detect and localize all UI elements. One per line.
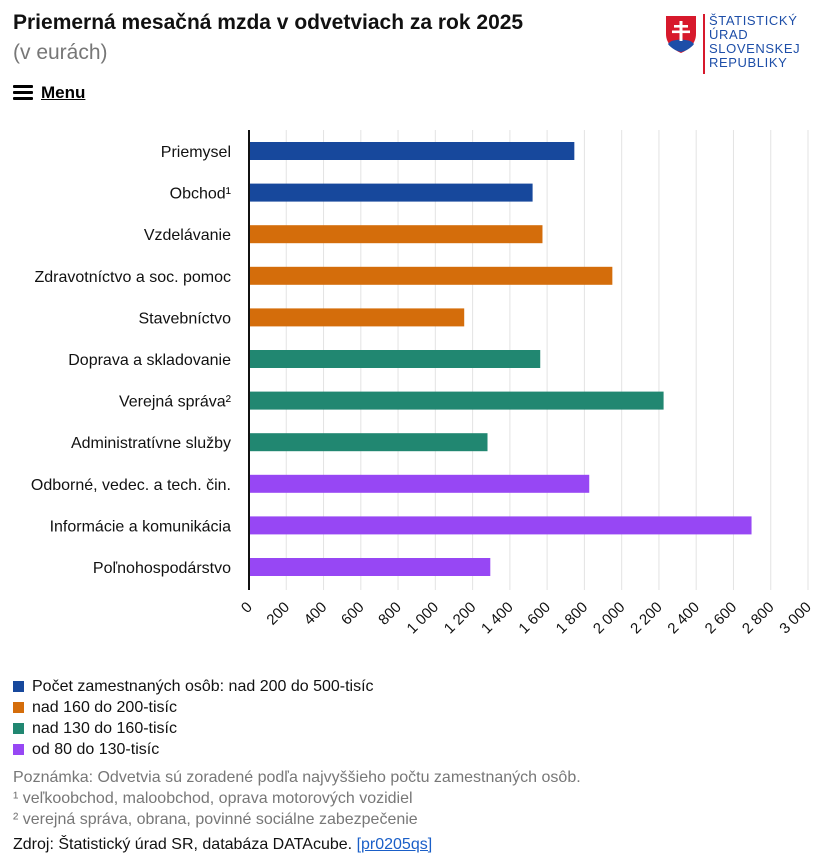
coat-of-arms-icon [666,16,696,53]
x-tick-label: 1 800 [553,599,592,638]
bar[interactable] [249,558,491,576]
x-tick-label: 2 200 [627,599,666,638]
legend-item: nad 160 do 200-tisíc [13,697,374,718]
y-category-label: Poľnohospodárstvo [93,560,231,577]
x-tick-label: 2 800 [739,599,778,638]
source-link[interactable]: [pr0205qs] [356,836,433,853]
footnote-2: ² verejná správa, obrana, povinné sociál… [13,811,418,828]
legend-label: od 80 do 130-tisíc [32,740,160,758]
hamburger-icon [13,85,33,101]
y-category-label: Obchod¹ [170,186,231,203]
y-category-label: Zdravotníctvo a soc. pomoc [34,269,231,286]
source-line: Zdroj: Štatistický úrad SR, databáza DAT… [13,836,432,854]
source-text: Zdroj: Štatistický úrad SR, databáza DAT… [13,836,353,853]
bar[interactable] [249,183,533,202]
bar[interactable] [249,516,752,535]
logo-text: ŠTATISTICKÝ ÚRAD SLOVENSKEJ REPUBLIKY [709,13,801,70]
legend-swatch [13,702,24,713]
legend-label: nad 130 do 160-tisíc [32,719,177,737]
legend-item: Počet zamestnaných osôb: nad 200 do 500-… [13,676,374,697]
bar[interactable] [249,142,575,160]
legend: Počet zamestnaných osôb: nad 200 do 500-… [13,676,374,760]
x-tick-label: 400 [301,599,331,629]
x-tick-label: 800 [375,599,405,629]
y-category-label: Informácie a komunikácia [50,518,232,535]
x-tick-label: 1 200 [441,599,480,638]
y-category-label: Administratívne služby [71,435,231,452]
menu-label: Menu [41,83,86,102]
menu-button[interactable]: Menu [13,83,85,103]
y-category-label: Doprava a skladovanie [68,352,231,369]
footnote-1: ¹ veľkoobchod, maloobchod, oprava motoro… [13,790,413,807]
legend-label: nad 160 do 200-tisíc [32,698,177,716]
susr-logo[interactable]: ŠTATISTICKÝ ÚRAD SLOVENSKEJ REPUBLIKY [664,14,824,76]
logo-divider [703,14,705,74]
x-tick-label: 2 600 [702,599,741,638]
notes: Poznámka: Odvetvia sú zoradené podľa naj… [13,767,581,830]
bar[interactable] [249,433,488,452]
chart-title: Priemerná mesačná mzda v odvetviach za r… [13,11,524,34]
y-category-label: Verejná správa² [119,394,232,411]
chart-subtitle: (v eurách) [13,41,108,64]
legend-item: nad 130 do 160-tisíc [13,718,374,739]
bar[interactable] [249,266,613,285]
legend-item: od 80 do 130-tisíc [13,739,374,760]
x-tick-label: 600 [338,599,368,629]
legend-swatch [13,681,24,692]
y-category-label: Odborné, vedec. a tech. čin. [31,477,231,494]
note-text: Poznámka: Odvetvia sú zoradené podľa naj… [13,769,581,786]
bar[interactable] [249,474,590,493]
y-category-label: Priemysel [161,144,231,161]
x-tick-label: 2 000 [590,599,629,638]
x-tick-label: 0 [238,599,256,617]
legend-swatch [13,723,24,734]
y-category-label: Stavebníctvo [139,310,232,327]
bar[interactable] [249,308,465,327]
bar[interactable] [249,350,541,368]
x-tick-label: 1 000 [404,599,443,638]
bar[interactable] [249,225,543,244]
y-category-label: Vzdelávanie [144,227,231,244]
legend-swatch [13,744,24,755]
legend-label: Počet zamestnaných osôb: nad 200 do 500-… [32,677,374,695]
x-tick-label: 1 400 [478,599,517,638]
x-tick-label: 200 [263,599,293,629]
x-tick-label: 1 600 [515,599,554,638]
x-tick-label: 3 000 [776,599,815,638]
bar[interactable] [249,391,664,410]
x-tick-label: 2 400 [664,599,703,638]
